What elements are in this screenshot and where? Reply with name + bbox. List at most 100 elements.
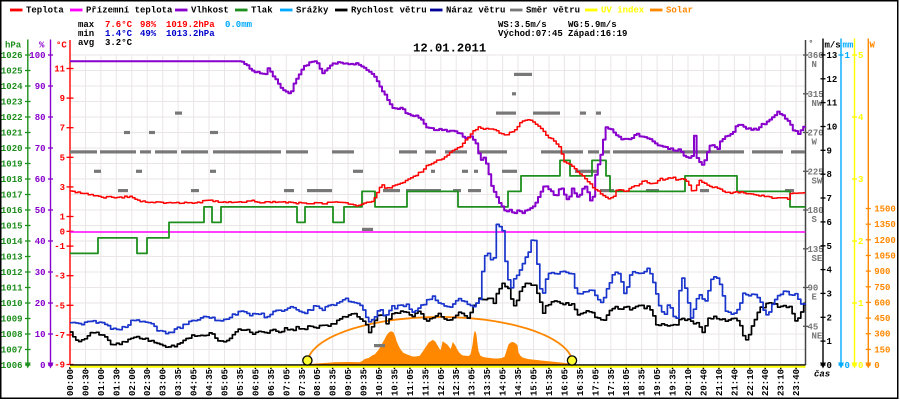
svg-text:1025: 1025 xyxy=(1,67,23,77)
svg-text:14:35: 14:35 xyxy=(514,369,524,396)
svg-text:1023: 1023 xyxy=(1,98,23,108)
svg-text:10: 10 xyxy=(35,330,46,340)
svg-text:N: N xyxy=(812,60,817,70)
svg-text:1020: 1020 xyxy=(1,144,23,154)
svg-text:21:10: 21:10 xyxy=(715,369,725,396)
svg-text:1013.2hPa: 1013.2hPa xyxy=(166,29,215,39)
svg-text:1013: 1013 xyxy=(1,253,23,263)
svg-text:04:35: 04:35 xyxy=(205,369,215,396)
svg-text:1015: 1015 xyxy=(1,222,23,232)
svg-text:1.4°C: 1.4°C xyxy=(105,29,133,39)
svg-text:Solar: Solar xyxy=(666,6,693,16)
svg-text:1006: 1006 xyxy=(1,361,23,371)
svg-text:1011: 1011 xyxy=(1,284,23,294)
svg-text:15:05: 15:05 xyxy=(530,369,540,396)
svg-text:15:35: 15:35 xyxy=(545,369,555,396)
svg-text:23:40: 23:40 xyxy=(792,369,802,396)
svg-text:80: 80 xyxy=(35,113,46,123)
svg-text:08:05: 08:05 xyxy=(313,369,323,396)
svg-text:UV index: UV index xyxy=(601,6,645,16)
svg-text:05:05: 05:05 xyxy=(221,369,231,396)
svg-text:100: 100 xyxy=(29,51,45,61)
svg-text:0: 0 xyxy=(874,361,879,371)
svg-text:00:30: 00:30 xyxy=(82,369,92,396)
svg-text:1350: 1350 xyxy=(874,220,896,230)
svg-text:1: 1 xyxy=(827,337,833,347)
svg-text:11: 11 xyxy=(54,65,65,75)
svg-text:20: 20 xyxy=(35,299,46,309)
svg-text:4: 4 xyxy=(858,113,864,123)
svg-text:Směr větru: Směr větru xyxy=(526,6,580,16)
svg-text:07:35: 07:35 xyxy=(298,369,308,396)
svg-text:1007: 1007 xyxy=(1,346,23,356)
svg-text:40: 40 xyxy=(35,237,46,247)
svg-text:3: 3 xyxy=(60,183,65,193)
svg-text:1200: 1200 xyxy=(874,236,896,246)
svg-text:5: 5 xyxy=(60,153,65,163)
svg-text:0: 0 xyxy=(845,361,850,371)
svg-text:19:05: 19:05 xyxy=(653,369,663,396)
svg-text:S: S xyxy=(812,215,818,225)
svg-text:135: 135 xyxy=(808,245,824,255)
svg-text:03:35: 03:35 xyxy=(174,369,184,396)
svg-text:01:00: 01:00 xyxy=(97,369,107,396)
svg-text:12:05: 12:05 xyxy=(437,369,447,396)
svg-text:17:35: 17:35 xyxy=(607,369,617,396)
svg-text:Náraz větru: Náraz větru xyxy=(446,6,505,16)
svg-text:NE: NE xyxy=(812,331,823,341)
svg-text:19:35: 19:35 xyxy=(669,369,679,396)
svg-text:1021: 1021 xyxy=(1,129,23,139)
svg-text:Přízemní teplota: Přízemní teplota xyxy=(86,6,173,16)
svg-text:18:05: 18:05 xyxy=(622,369,632,396)
svg-text:09:35: 09:35 xyxy=(360,369,370,396)
svg-text:180: 180 xyxy=(808,206,824,216)
svg-text:3: 3 xyxy=(858,175,863,185)
svg-text:7: 7 xyxy=(827,194,832,204)
svg-text:Západ:16:19: Západ:16:19 xyxy=(568,29,627,39)
svg-text:-7: -7 xyxy=(54,331,65,341)
svg-text:10: 10 xyxy=(827,123,838,133)
svg-text:0: 0 xyxy=(60,227,65,237)
svg-text:SW: SW xyxy=(812,176,823,186)
svg-text:450: 450 xyxy=(874,314,890,324)
svg-text:%: % xyxy=(39,41,45,51)
svg-text:1019: 1019 xyxy=(1,160,23,170)
svg-text:1026: 1026 xyxy=(1,51,23,61)
svg-text:90: 90 xyxy=(808,284,819,294)
svg-text:1009: 1009 xyxy=(1,315,23,325)
svg-text:WG:5.9m/s: WG:5.9m/s xyxy=(568,20,617,30)
svg-text:13:35: 13:35 xyxy=(483,369,493,396)
svg-text:SE: SE xyxy=(812,254,823,264)
svg-text:°: ° xyxy=(809,40,814,49)
svg-text:1014: 1014 xyxy=(1,237,23,247)
svg-text:150: 150 xyxy=(874,345,890,355)
svg-text:°C: °C xyxy=(56,41,67,51)
svg-text:W: W xyxy=(812,138,818,148)
svg-text:1018: 1018 xyxy=(1,175,23,185)
svg-text:max: max xyxy=(78,20,95,30)
svg-text:02:00: 02:00 xyxy=(128,369,138,396)
svg-text:49%: 49% xyxy=(140,29,157,39)
svg-text:11: 11 xyxy=(827,99,838,109)
svg-text:čas: čas xyxy=(814,370,830,380)
svg-text:Tlak: Tlak xyxy=(251,6,273,16)
svg-text:98%: 98% xyxy=(140,20,157,30)
svg-text:1050: 1050 xyxy=(874,252,896,262)
svg-text:315: 315 xyxy=(808,90,824,100)
svg-text:W: W xyxy=(870,41,876,51)
svg-text:0.0mm: 0.0mm xyxy=(225,20,253,30)
svg-text:13:05: 13:05 xyxy=(468,369,478,396)
svg-text:30: 30 xyxy=(35,268,46,278)
svg-text:4: 4 xyxy=(827,266,833,276)
svg-text:13: 13 xyxy=(827,51,838,61)
svg-text:mm: mm xyxy=(843,41,854,51)
svg-text:600: 600 xyxy=(874,298,890,308)
svg-text:90: 90 xyxy=(35,82,46,92)
svg-text:1: 1 xyxy=(60,213,66,223)
svg-text:300: 300 xyxy=(874,330,890,340)
svg-text:360: 360 xyxy=(808,51,824,61)
svg-text:8: 8 xyxy=(827,170,832,180)
svg-text:0: 0 xyxy=(858,361,863,371)
svg-text:1012: 1012 xyxy=(1,268,23,278)
svg-text:1008: 1008 xyxy=(1,330,23,340)
